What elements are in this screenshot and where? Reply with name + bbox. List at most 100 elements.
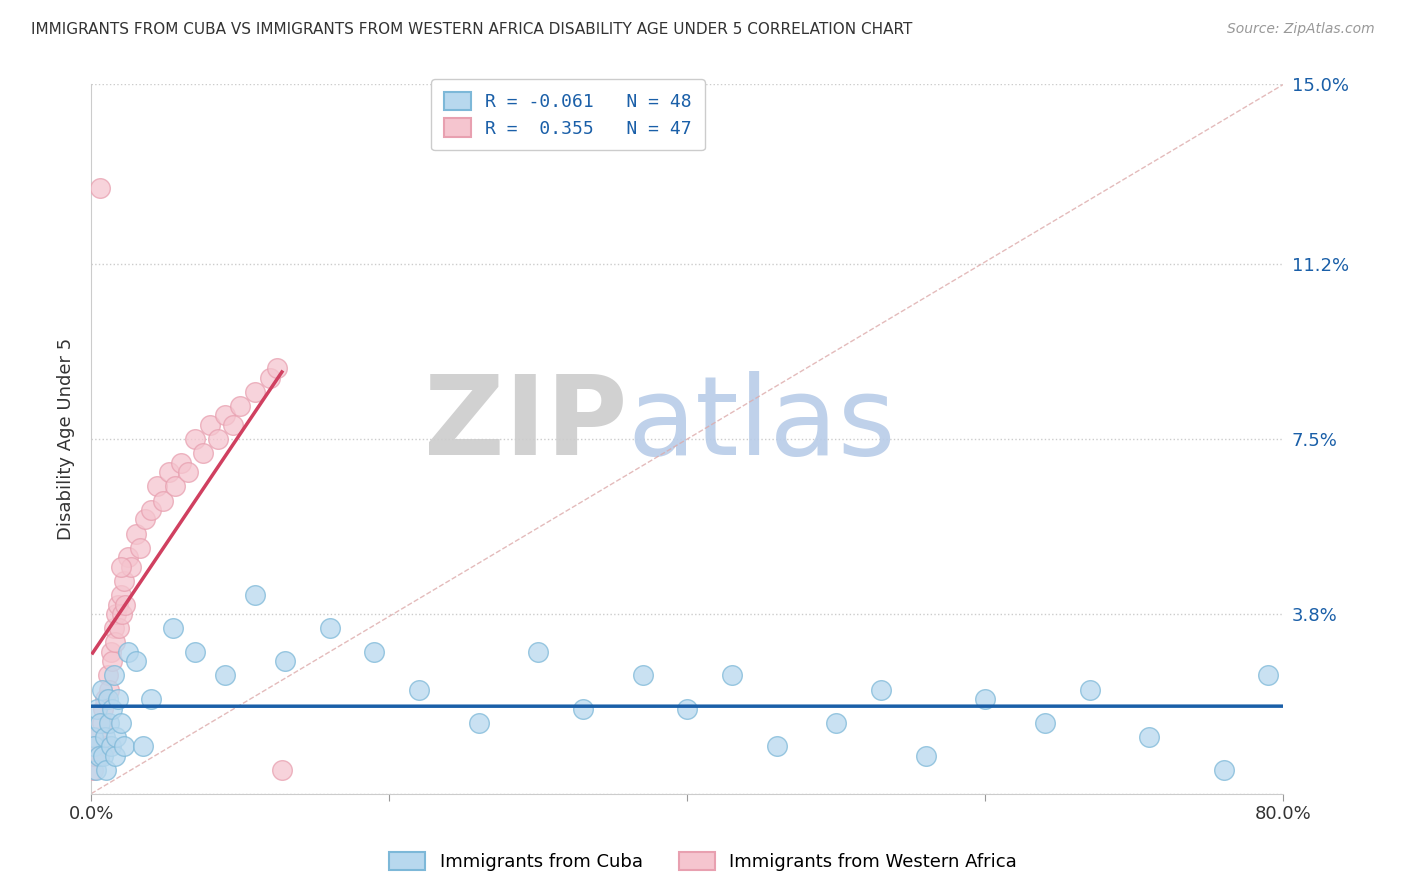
Point bbox=[100, 645, 122, 659]
Point bbox=[117, 550, 139, 565]
Point bbox=[89, 715, 111, 730]
Point bbox=[120, 559, 142, 574]
Point bbox=[243, 384, 266, 399]
Point bbox=[914, 748, 936, 763]
Point bbox=[98, 715, 121, 730]
Point bbox=[721, 668, 744, 682]
Point bbox=[132, 739, 155, 754]
Point bbox=[271, 763, 294, 777]
Point bbox=[114, 598, 136, 612]
Point bbox=[94, 763, 117, 777]
Point bbox=[87, 748, 110, 763]
Point bbox=[169, 456, 191, 470]
Point bbox=[125, 526, 148, 541]
Point bbox=[86, 730, 108, 744]
Point bbox=[110, 559, 132, 574]
Point bbox=[139, 503, 162, 517]
Point bbox=[105, 730, 128, 744]
Point bbox=[1078, 682, 1101, 697]
Point bbox=[765, 739, 787, 754]
Point bbox=[229, 399, 252, 413]
Point bbox=[527, 645, 550, 659]
Point bbox=[266, 361, 288, 376]
Point bbox=[631, 668, 654, 682]
Point bbox=[191, 446, 214, 460]
Point bbox=[82, 763, 104, 777]
Point bbox=[1137, 730, 1160, 744]
Point bbox=[163, 479, 186, 493]
Point bbox=[363, 645, 385, 659]
Point bbox=[214, 668, 236, 682]
Point bbox=[103, 668, 125, 682]
Point bbox=[408, 682, 430, 697]
Point bbox=[89, 181, 111, 195]
Point bbox=[108, 621, 131, 635]
Point bbox=[87, 748, 110, 763]
Point bbox=[177, 465, 200, 479]
Point bbox=[110, 588, 132, 602]
Point bbox=[93, 692, 115, 706]
Point bbox=[243, 588, 266, 602]
Point bbox=[259, 370, 281, 384]
Point bbox=[83, 739, 105, 754]
Point bbox=[104, 748, 127, 763]
Point bbox=[111, 607, 134, 621]
Text: atlas: atlas bbox=[627, 371, 896, 478]
Point bbox=[1257, 668, 1279, 682]
Point bbox=[96, 668, 118, 682]
Text: IMMIGRANTS FROM CUBA VS IMMIGRANTS FROM WESTERN AFRICA DISABILITY AGE UNDER 5 CO: IMMIGRANTS FROM CUBA VS IMMIGRANTS FROM … bbox=[31, 22, 912, 37]
Point bbox=[129, 541, 152, 555]
Point bbox=[157, 465, 180, 479]
Point bbox=[467, 715, 489, 730]
Point bbox=[825, 715, 848, 730]
Point bbox=[93, 730, 115, 744]
Point bbox=[207, 432, 229, 446]
Point bbox=[90, 682, 112, 697]
Point bbox=[101, 701, 124, 715]
Point bbox=[117, 645, 139, 659]
Point bbox=[107, 692, 129, 706]
Point bbox=[94, 739, 117, 754]
Point bbox=[1033, 715, 1056, 730]
Point bbox=[214, 409, 236, 423]
Point bbox=[134, 512, 156, 526]
Point bbox=[107, 598, 129, 612]
Point bbox=[139, 692, 162, 706]
Point bbox=[82, 730, 104, 744]
Point bbox=[91, 748, 114, 763]
Point bbox=[110, 715, 132, 730]
Y-axis label: Disability Age Under 5: Disability Age Under 5 bbox=[58, 338, 75, 541]
Point bbox=[200, 417, 222, 432]
Point bbox=[100, 739, 122, 754]
Point bbox=[222, 417, 245, 432]
Point bbox=[90, 715, 112, 730]
Text: ZIP: ZIP bbox=[425, 371, 627, 478]
Legend: R = -0.061   N = 48, R =  0.355   N = 47: R = -0.061 N = 48, R = 0.355 N = 47 bbox=[432, 79, 704, 151]
Point bbox=[112, 739, 135, 754]
Point bbox=[96, 692, 118, 706]
Point bbox=[91, 701, 114, 715]
Point bbox=[145, 479, 167, 493]
Point bbox=[112, 574, 135, 588]
Point bbox=[1212, 763, 1234, 777]
Point bbox=[105, 607, 128, 621]
Point bbox=[98, 682, 121, 697]
Point bbox=[162, 621, 184, 635]
Point bbox=[676, 701, 699, 715]
Point bbox=[318, 621, 340, 635]
Point bbox=[83, 748, 105, 763]
Point bbox=[274, 654, 297, 668]
Point bbox=[125, 654, 148, 668]
Point bbox=[974, 692, 997, 706]
Point bbox=[572, 701, 595, 715]
Text: Source: ZipAtlas.com: Source: ZipAtlas.com bbox=[1227, 22, 1375, 37]
Point bbox=[184, 432, 207, 446]
Point bbox=[103, 621, 125, 635]
Point bbox=[104, 635, 127, 649]
Point bbox=[84, 763, 107, 777]
Legend: Immigrants from Cuba, Immigrants from Western Africa: Immigrants from Cuba, Immigrants from We… bbox=[382, 845, 1024, 879]
Point bbox=[84, 739, 107, 754]
Point bbox=[152, 493, 174, 508]
Point bbox=[101, 654, 124, 668]
Point bbox=[86, 701, 108, 715]
